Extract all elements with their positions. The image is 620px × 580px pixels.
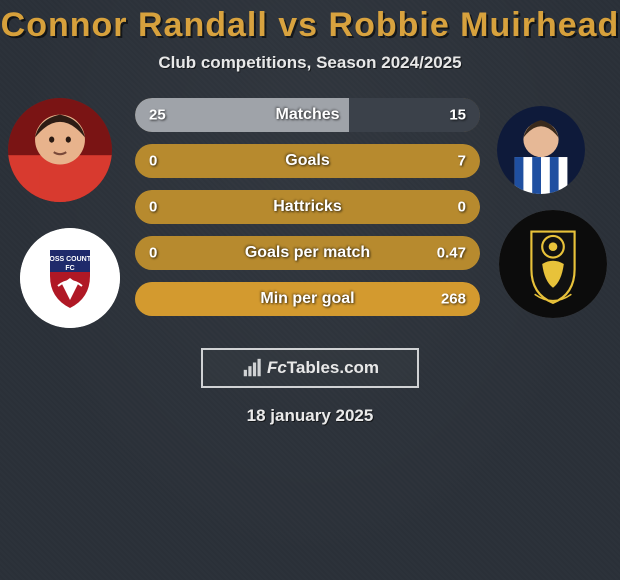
subtitle: Club competitions, Season 2024/2025 [0,53,620,73]
club1-badge: ROSS COUNTY FC [20,228,120,328]
stat-value-left: 0 [149,245,157,262]
stat-bar: 0 7 Goals [135,144,480,178]
date-text: 18 january 2025 [0,406,620,426]
stat-value-right: 268 [441,291,466,308]
svg-text:FC: FC [65,265,74,272]
page-title: Connor Randall vs Robbie Muirhead [0,0,620,45]
brand-text: FcTables.com [267,358,379,378]
svg-text:ROSS COUNTY: ROSS COUNTY [44,256,96,263]
stat-label: Goals per match [245,244,370,262]
player1-name: Connor Randall [1,6,268,44]
stat-value-left: 0 [149,199,157,216]
stat-label: Matches [275,106,339,124]
stat-label: Goals [285,152,329,170]
player1-avatar [8,98,112,202]
bar-chart-icon [241,357,263,379]
stat-value-left: 0 [149,153,157,170]
stat-value-right: 15 [449,107,466,124]
stat-bar: 0 0.47 Goals per match [135,236,480,270]
player2-avatar [497,106,585,194]
comparison-panel: ROSS COUNTY FC 25 15 Matches 0 7 Goals 0 0 Hattr… [0,98,620,328]
stat-bar: 25 15 Matches [135,98,480,132]
stat-value-right: 7 [458,153,466,170]
stat-label: Min per goal [260,290,354,308]
brand-box: FcTables.com [201,348,419,388]
stat-value-right: 0 [458,199,466,216]
stat-value-left: 25 [149,107,166,124]
stat-bars: 25 15 Matches 0 7 Goals 0 0 Hattricks 0 0.47 Goals … [135,98,480,316]
club2-badge [499,210,607,318]
player2-name: Robbie Muirhead [329,6,620,44]
stat-bar: 0 0 Hattricks [135,190,480,224]
stat-label: Hattricks [273,198,341,216]
stat-bar: 268 Min per goal [135,282,480,316]
stat-value-right: 0.47 [437,245,466,262]
vs-word: vs [278,6,318,44]
